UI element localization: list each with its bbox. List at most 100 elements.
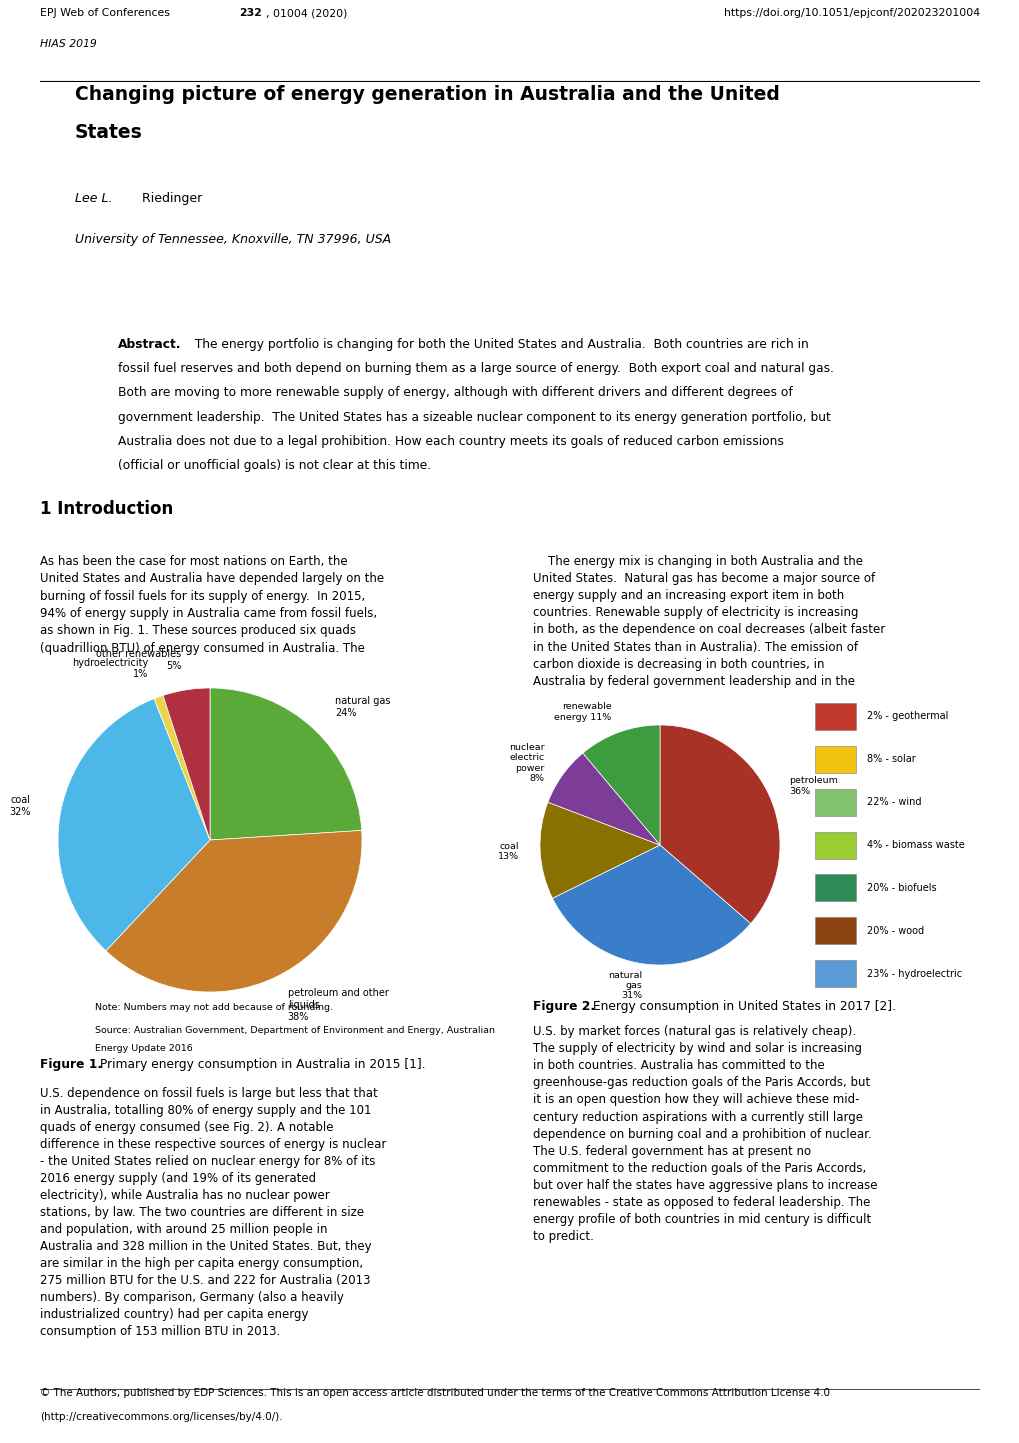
Text: are similar in the high per capita energy consumption,: are similar in the high per capita energ… — [40, 1257, 363, 1270]
Text: in Australia, totalling 80% of energy supply and the 101: in Australia, totalling 80% of energy su… — [40, 1104, 371, 1117]
Text: century reduction aspirations with a currently still large: century reduction aspirations with a cur… — [533, 1111, 862, 1124]
Text: it is an open question how they will achieve these mid-: it is an open question how they will ach… — [533, 1094, 859, 1107]
Text: Figure 1.: Figure 1. — [40, 1058, 102, 1071]
Text: © The Authors, published by EDP Sciences. This is an open access article distrib: © The Authors, published by EDP Sciences… — [40, 1388, 829, 1398]
Text: Lee L.: Lee L. — [75, 192, 112, 205]
Text: natural gas
24%: natural gas 24% — [334, 696, 390, 717]
Text: Primary energy consumption in Australia in 2015 [1].: Primary energy consumption in Australia … — [96, 1058, 425, 1071]
Text: Energy consumption in United States in 2017 [2].: Energy consumption in United States in 2… — [588, 1000, 895, 1013]
Text: Source: Australian Government, Department of Environment and Energy, Australian: Source: Australian Government, Departmen… — [95, 1026, 494, 1036]
Text: coal
32%: coal 32% — [9, 795, 31, 817]
Text: 8% - solar: 8% - solar — [866, 755, 915, 765]
Text: The supply of electricity by wind and solar is increasing: The supply of electricity by wind and so… — [533, 1042, 861, 1055]
Text: electricity), while Australia has no nuclear power: electricity), while Australia has no nuc… — [40, 1189, 329, 1202]
Text: countries. Renewable supply of electricity is increasing: countries. Renewable supply of electrici… — [533, 606, 858, 619]
Text: Australia and 328 million in the United States. But, they: Australia and 328 million in the United … — [40, 1241, 371, 1254]
Text: petroleum and other
liquids
38%: petroleum and other liquids 38% — [287, 988, 388, 1022]
Text: As has been the case for most nations on Earth, the: As has been the case for most nations on… — [40, 556, 347, 569]
Wedge shape — [539, 802, 659, 899]
Text: coal
13%: coal 13% — [497, 843, 518, 861]
Text: industrialized country) had per capita energy: industrialized country) had per capita e… — [40, 1309, 308, 1322]
Text: - the United States relied on nuclear energy for 8% of its: - the United States relied on nuclear en… — [40, 1156, 375, 1169]
Text: Figure 2.: Figure 2. — [533, 1000, 594, 1013]
Wedge shape — [106, 831, 362, 991]
Text: Abstract.: Abstract. — [118, 338, 181, 351]
FancyBboxPatch shape — [814, 874, 855, 902]
FancyBboxPatch shape — [814, 918, 855, 944]
Text: States: States — [75, 124, 143, 143]
Text: energy supply and an increasing export item in both: energy supply and an increasing export i… — [533, 589, 844, 602]
Text: but over half the states have aggressive plans to increase: but over half the states have aggressive… — [533, 1179, 876, 1192]
Text: The U.S. federal government has at present no: The U.S. federal government has at prese… — [533, 1144, 810, 1157]
Text: University of Tennessee, Knoxville, TN 37996, USA: University of Tennessee, Knoxville, TN 3… — [75, 232, 390, 245]
Text: (official or unofficial goals) is not clear at this time.: (official or unofficial goals) is not cl… — [118, 459, 431, 472]
Text: The energy mix is changing in both Australia and the: The energy mix is changing in both Austr… — [533, 556, 862, 569]
Text: in both, as the dependence on coal decreases (albeit faster: in both, as the dependence on coal decre… — [533, 623, 884, 636]
Wedge shape — [547, 753, 659, 846]
Wedge shape — [58, 698, 210, 951]
Wedge shape — [659, 724, 780, 924]
Text: burning of fossil fuels for its supply of energy.  In 2015,: burning of fossil fuels for its supply o… — [40, 590, 365, 603]
Text: Riedinger: Riedinger — [138, 192, 202, 205]
Text: , 01004 (2020): , 01004 (2020) — [265, 9, 346, 17]
Text: natural
gas
31%: natural gas 31% — [607, 971, 641, 1000]
Text: as shown in Fig. 1. These sources produced six quads: as shown in Fig. 1. These sources produc… — [40, 625, 356, 638]
Text: Australia does not due to a legal prohibition. How each country meets its goals : Australia does not due to a legal prohib… — [118, 434, 784, 447]
Text: Energy Update 2016: Energy Update 2016 — [95, 1043, 193, 1052]
FancyBboxPatch shape — [814, 703, 855, 730]
Text: 1 Introduction: 1 Introduction — [40, 501, 173, 518]
Text: United States and Australia have depended largely on the: United States and Australia have depende… — [40, 573, 384, 586]
Wedge shape — [163, 688, 210, 840]
Text: numbers). By comparison, Germany (also a heavily: numbers). By comparison, Germany (also a… — [40, 1291, 343, 1304]
Text: 2% - geothermal: 2% - geothermal — [866, 711, 948, 722]
Text: United States.  Natural gas has become a major source of: United States. Natural gas has become a … — [533, 571, 874, 584]
Text: other renewables
5%: other renewables 5% — [96, 649, 181, 671]
FancyBboxPatch shape — [814, 746, 855, 773]
Text: HIAS 2019: HIAS 2019 — [40, 39, 97, 49]
Text: 20% - wood: 20% - wood — [866, 926, 923, 935]
Text: 94% of energy supply in Australia came from fossil fuels,: 94% of energy supply in Australia came f… — [40, 608, 377, 620]
Text: quads of energy consumed (see Fig. 2). A notable: quads of energy consumed (see Fig. 2). A… — [40, 1121, 333, 1134]
Text: 2016 energy supply (and 19% of its generated: 2016 energy supply (and 19% of its gener… — [40, 1172, 316, 1185]
Text: government leadership.  The United States has a sizeable nuclear component to it: government leadership. The United States… — [118, 410, 830, 423]
Text: energy profile of both countries in mid century is difficult: energy profile of both countries in mid … — [533, 1214, 870, 1227]
Text: EPJ Web of Conferences: EPJ Web of Conferences — [40, 9, 173, 17]
Text: 232: 232 — [239, 9, 262, 17]
Text: renewables - state as opposed to federal leadership. The: renewables - state as opposed to federal… — [533, 1196, 869, 1209]
Text: U.S. by market forces (natural gas is relatively cheap).: U.S. by market forces (natural gas is re… — [533, 1025, 855, 1038]
FancyBboxPatch shape — [814, 789, 855, 815]
Text: (quadrillion BTU) of energy consumed in Australia. The: (quadrillion BTU) of energy consumed in … — [40, 642, 365, 655]
FancyBboxPatch shape — [814, 831, 855, 859]
Text: The energy portfolio is changing for both the United States and Australia.  Both: The energy portfolio is changing for bot… — [186, 338, 808, 351]
Text: hydroelectricity
1%: hydroelectricity 1% — [72, 658, 148, 680]
Text: Both are moving to more renewable supply of energy, although with different driv: Both are moving to more renewable supply… — [118, 387, 792, 400]
Text: https://doi.org/10.1051/epjconf/202023201004: https://doi.org/10.1051/epjconf/20202320… — [723, 9, 979, 17]
Text: Note: Numbers may not add because of rounding.: Note: Numbers may not add because of rou… — [95, 1003, 332, 1012]
Text: (http://creativecommons.org/licenses/by/4.0/).: (http://creativecommons.org/licenses/by/… — [40, 1413, 282, 1421]
Text: U.S. dependence on fossil fuels is large but less that that: U.S. dependence on fossil fuels is large… — [40, 1087, 377, 1100]
Text: Australia by federal government leadership and in the: Australia by federal government leadersh… — [533, 675, 854, 688]
Text: in the United States than in Australia). The emission of: in the United States than in Australia).… — [533, 641, 857, 654]
Text: commitment to the reduction goals of the Paris Accords,: commitment to the reduction goals of the… — [533, 1162, 865, 1175]
Text: consumption of 153 million BTU in 2013.: consumption of 153 million BTU in 2013. — [40, 1326, 280, 1339]
Text: and population, with around 25 million people in: and population, with around 25 million p… — [40, 1224, 327, 1237]
Text: renewable
energy 11%: renewable energy 11% — [553, 703, 611, 722]
Text: fossil fuel reserves and both depend on burning them as a large source of energy: fossil fuel reserves and both depend on … — [118, 362, 834, 375]
Text: 20% - biofuels: 20% - biofuels — [866, 883, 935, 893]
Wedge shape — [582, 724, 659, 846]
Text: carbon dioxide is decreasing in both countries, in: carbon dioxide is decreasing in both cou… — [533, 658, 823, 671]
Text: dependence on burning coal and a prohibition of nuclear.: dependence on burning coal and a prohibi… — [533, 1127, 871, 1141]
Wedge shape — [552, 846, 750, 965]
Wedge shape — [210, 688, 362, 840]
Text: in both countries. Australia has committed to the: in both countries. Australia has committ… — [533, 1059, 824, 1072]
Text: Changing picture of energy generation in Australia and the United: Changing picture of energy generation in… — [75, 85, 780, 104]
Text: difference in these respective sources of energy is nuclear: difference in these respective sources o… — [40, 1139, 386, 1152]
Text: nuclear
electric
power
8%: nuclear electric power 8% — [508, 743, 544, 784]
Text: stations, by law. The two countries are different in size: stations, by law. The two countries are … — [40, 1206, 364, 1219]
Text: petroleum
36%: petroleum 36% — [788, 776, 837, 797]
Text: 275 million BTU for the U.S. and 222 for Australia (2013: 275 million BTU for the U.S. and 222 for… — [40, 1274, 370, 1287]
Text: 23% - hydroelectric: 23% - hydroelectric — [866, 968, 961, 978]
Text: greenhouse-gas reduction goals of the Paris Accords, but: greenhouse-gas reduction goals of the Pa… — [533, 1076, 869, 1089]
Wedge shape — [154, 696, 210, 840]
Text: 22% - wind: 22% - wind — [866, 797, 920, 807]
